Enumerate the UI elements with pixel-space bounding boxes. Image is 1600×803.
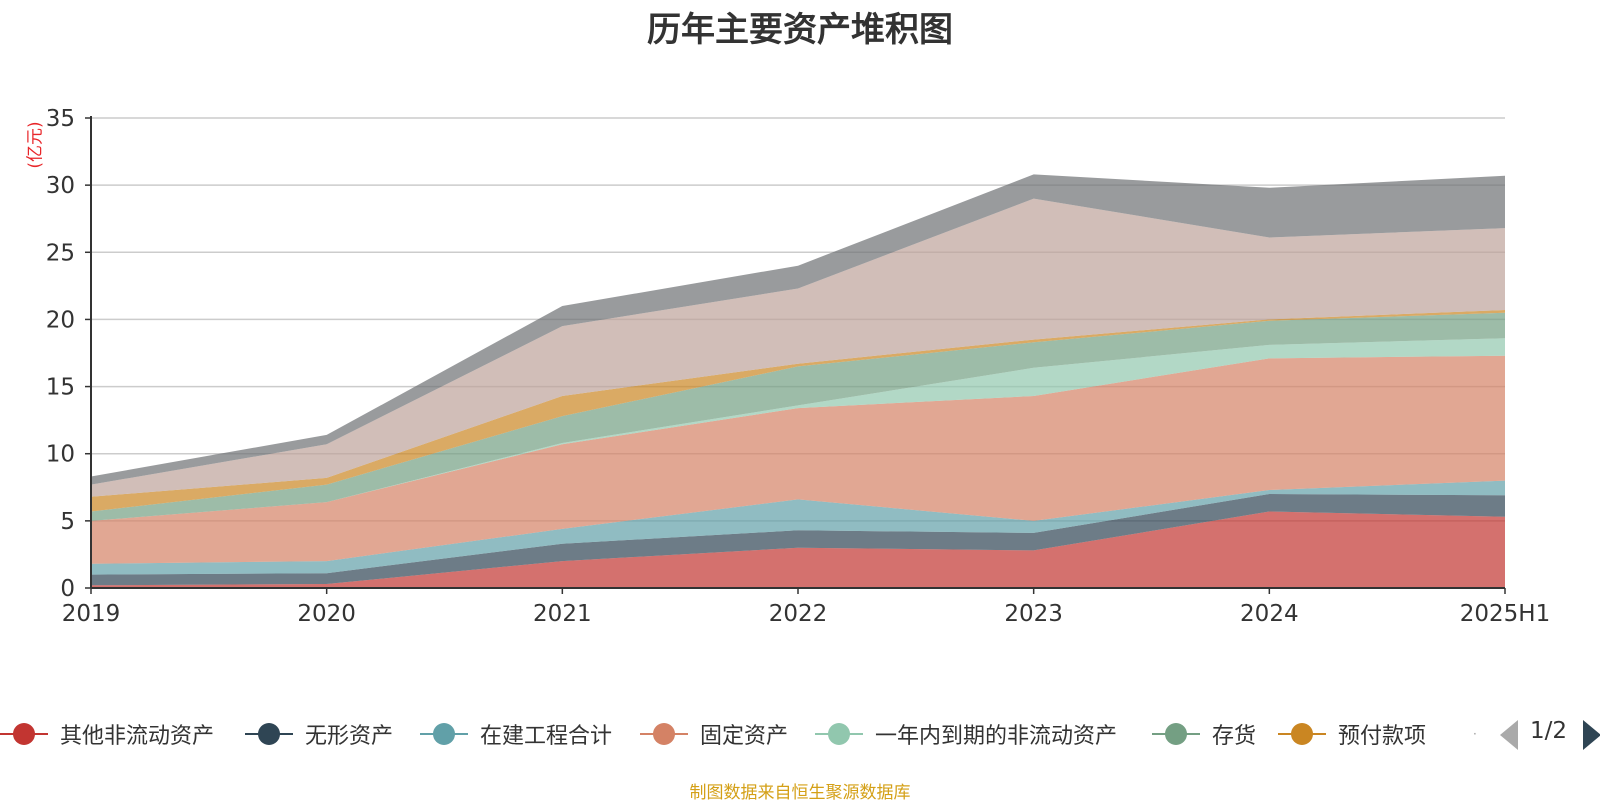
y-tick-label: 10 [46,442,75,468]
legend-prev-page-icon[interactable] [1500,720,1518,750]
chart-title: 历年主要资产堆积图 [647,10,953,50]
area-series-0 [91,511,1505,588]
legend-label: 存货 [1212,724,1257,749]
area-series-3 [91,355,1505,564]
legend-label: 其他非流动资产 [60,724,215,749]
legend-item[interactable]: 固定资产 [640,714,788,754]
legend-swatch-icon [420,719,468,749]
area-series-1 [91,494,1505,586]
y-tick-label: 35 [46,106,75,132]
legend-dot [1165,723,1187,745]
area-series-4 [91,338,1505,521]
area-series-6 [91,310,1505,512]
legend-item[interactable]: 预付款项 [1278,714,1426,754]
legend-item[interactable]: 一年内到期的非流动资产 [815,714,1117,754]
legend-dot [653,723,675,745]
legend-item[interactable]: 在建工程合计 [420,714,612,754]
area-series-5 [91,312,1505,521]
x-tick-label: 2020 [297,601,356,627]
area-series-layer [91,174,1505,588]
legend-dot [828,723,850,745]
legend-dot [433,723,455,745]
legend-next-page-icon[interactable] [1583,720,1600,750]
legend: 其他非流动资产 无形资产 在建工程合计 固定资产 一年内到期的非流动资产 存货 预付款项 [0,714,1600,754]
y-tick-label: 0 [60,576,75,602]
y-tick-label: 25 [46,240,75,266]
y-tick-label: 5 [60,509,75,535]
y-tick-label: 30 [46,173,75,199]
legend-label: 预付款项 [1338,724,1427,749]
legend-page-indicator: 1/2 [1530,718,1568,744]
x-tick-label: 2019 [62,601,121,627]
legend-item[interactable]: 存货 [1152,714,1256,754]
legend-swatch-icon [815,719,863,749]
area-series-8 [91,174,1505,485]
legend-swatch-icon [0,719,48,749]
legend-label: 一年内到期的非流动资产 [875,724,1118,749]
legend-swatch-icon [1152,719,1200,749]
x-tick-label: 2023 [1004,601,1063,627]
legend-label: 固定资产 [700,724,789,749]
y-tick-label: 15 [46,375,75,401]
axes: 0 5 10 15 20 25 30 35 2019 2020 2021 2022 2023 2024 20… [46,106,1551,627]
area-series-2 [91,480,1505,575]
legend-dot [1291,723,1313,745]
x-tick-label: 2024 [1240,601,1299,627]
legend-label: 在建工程合计 [480,724,613,749]
y-tick-label: 20 [46,307,75,333]
data-source-note: 制图数据来自恒生聚源数据库 [689,783,911,803]
legend-swatch-icon [245,719,293,749]
legend-label: 无形资产 [305,724,394,749]
legend-item[interactable]: 其他非流动资产 [0,714,214,754]
x-tick-label: 2022 [769,601,828,627]
x-tick-label: 2021 [533,601,592,627]
area-series-7 [91,198,1505,497]
legend-swatch-icon [640,719,688,749]
legend-item[interactable]: 无形资产 [245,714,393,754]
legend-swatch-icon [1278,719,1326,749]
legend-overflow-dots: · [1473,727,1477,741]
x-tick-label: 2025H1 [1460,601,1550,627]
legend-dot [258,723,280,745]
legend-dot [13,723,35,745]
